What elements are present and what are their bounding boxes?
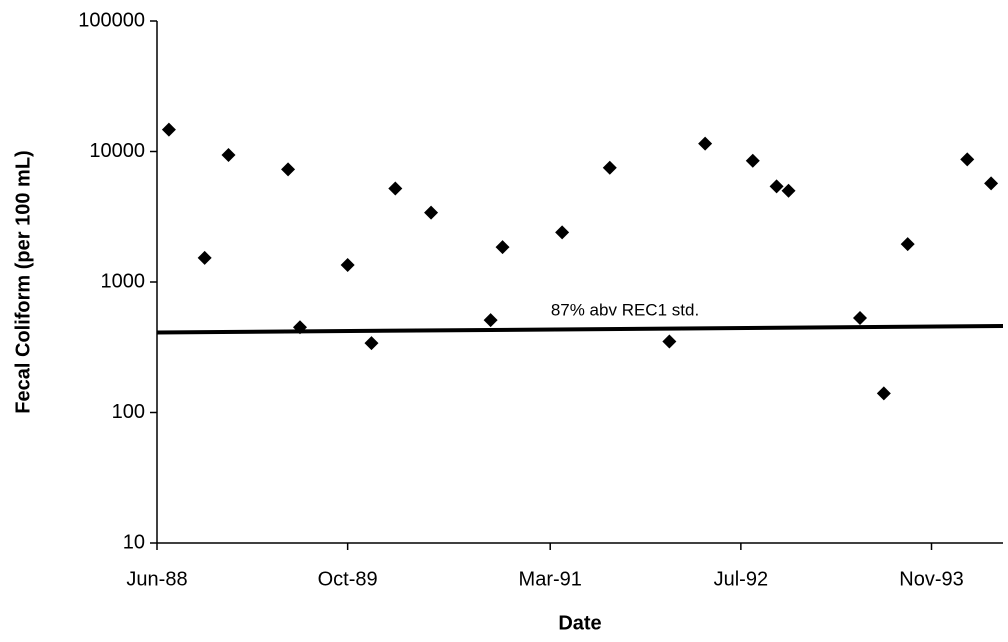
x-tick-label: Mar-91 bbox=[519, 568, 582, 590]
x-tick-label: Jun-88 bbox=[126, 568, 187, 590]
point bbox=[769, 179, 784, 194]
point bbox=[853, 310, 868, 325]
x-tick-label: Nov-93 bbox=[899, 568, 963, 590]
point bbox=[960, 152, 975, 167]
point bbox=[281, 162, 296, 177]
x-tick-label: Jul-92 bbox=[714, 568, 768, 590]
point bbox=[602, 160, 617, 175]
reference-line bbox=[156, 324, 1004, 335]
y-tick-label: 1000 bbox=[101, 270, 146, 292]
point bbox=[555, 225, 570, 240]
point bbox=[984, 176, 999, 191]
point bbox=[364, 336, 379, 351]
point bbox=[698, 136, 713, 151]
point bbox=[424, 205, 439, 220]
point bbox=[495, 240, 510, 255]
y-tick-label: 100 bbox=[112, 401, 145, 423]
point bbox=[388, 181, 403, 196]
x-axis-label: Date bbox=[558, 612, 601, 634]
point bbox=[876, 386, 891, 401]
point bbox=[292, 320, 307, 335]
point bbox=[745, 153, 760, 168]
y-tick-label: 100000 bbox=[78, 9, 145, 31]
point bbox=[197, 250, 212, 265]
y-axis-label: Fecal Coliform (per 100 mL) bbox=[12, 150, 34, 413]
point bbox=[483, 313, 498, 328]
point bbox=[900, 237, 915, 252]
point bbox=[781, 183, 796, 198]
point bbox=[340, 257, 355, 272]
point bbox=[221, 148, 236, 163]
point bbox=[662, 334, 677, 349]
reference-label: 87% abv REC1 std. bbox=[551, 300, 699, 319]
y-tick-label: 10000 bbox=[89, 140, 145, 162]
x-tick-label: Oct-89 bbox=[318, 568, 378, 590]
point bbox=[161, 122, 176, 137]
y-tick-label: 10 bbox=[123, 531, 145, 553]
